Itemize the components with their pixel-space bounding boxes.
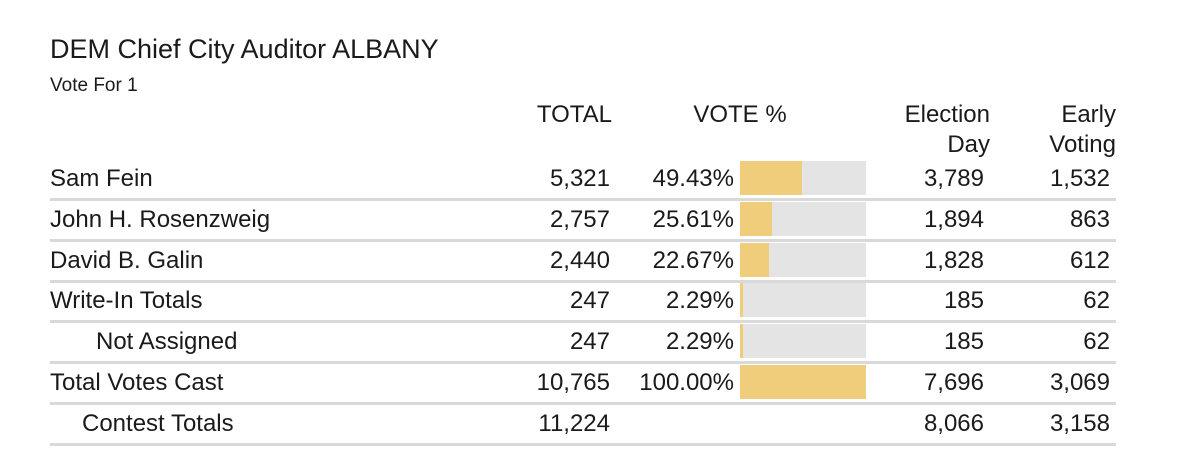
election-day-votes: 185 — [943, 328, 984, 355]
header-vote-percent: VOTE % — [693, 101, 787, 128]
total-votes: 11,224 — [538, 410, 610, 437]
table-row: Total Votes Cast 10,765 100.00% 7,696 3,… — [50, 364, 1116, 405]
contest-subtitle: Vote For 1 — [50, 75, 138, 96]
vote-percent: 2.29% — [665, 287, 734, 314]
vote-percent: 2.29% — [665, 328, 734, 355]
vote-percent-bar — [740, 161, 866, 195]
total-votes: 10,765 — [536, 369, 610, 396]
candidate-name: Sam Fein — [50, 165, 153, 192]
table-row: Not Assigned 247 2.29% 185 62 — [50, 323, 1116, 364]
table-row: Write-In Totals 247 2.29% 185 62 — [50, 282, 1116, 323]
early-voting-votes: 3,158 — [1049, 410, 1110, 437]
header-early-voting-line1: Early — [1061, 101, 1116, 128]
election-day-votes: 7,696 — [923, 369, 984, 396]
vote-percent: 22.67% — [652, 247, 734, 274]
vote-percent-bar-fill — [740, 161, 803, 195]
candidate-name: Total Votes Cast — [50, 369, 224, 396]
total-votes: 2,440 — [549, 247, 610, 274]
candidate-name: Write-In Totals — [50, 287, 203, 314]
table-row: David B. Galin 2,440 22.67% 1,828 612 — [50, 242, 1116, 283]
election-day-votes: 185 — [943, 287, 984, 314]
early-voting-votes: 62 — [1083, 328, 1110, 355]
early-voting-votes: 3,069 — [1049, 369, 1110, 396]
header-total: TOTAL — [536, 101, 612, 128]
candidate-name: Contest Totals — [82, 410, 234, 437]
election-day-votes: 8,066 — [923, 410, 984, 437]
total-votes: 2,757 — [549, 206, 610, 233]
contest-title: DEM Chief City Auditor ALBANY — [50, 34, 439, 64]
vote-percent: 25.61% — [652, 206, 734, 233]
vote-percent-bar-fill — [740, 365, 866, 399]
table-row: Sam Fein 5,321 49.43% 3,789 1,532 — [50, 160, 1116, 201]
vote-percent-bar — [740, 324, 866, 358]
header-early-voting: Early Voting — [1000, 100, 1116, 160]
vote-percent-bar — [740, 202, 866, 236]
vote-percent-bar — [740, 365, 866, 399]
header-election-day-line2: Day — [947, 131, 990, 158]
election-day-votes: 1,828 — [923, 247, 984, 274]
candidate-name: John H. Rosenzweig — [50, 206, 271, 233]
early-voting-votes: 612 — [1069, 247, 1110, 274]
vote-percent-bar-fill — [740, 243, 769, 277]
header-election-day-line1: Election — [904, 101, 990, 128]
vote-percent-bar-fill — [740, 324, 743, 358]
total-votes: 5,321 — [549, 165, 610, 192]
election-day-votes: 3,789 — [923, 165, 984, 192]
vote-percent-bar-fill — [740, 283, 743, 317]
candidate-name: David B. Galin — [50, 247, 204, 274]
table-row: Contest Totals 11,224 8,066 3,158 — [50, 405, 1116, 446]
early-voting-votes: 62 — [1083, 287, 1110, 314]
vote-percent-bar — [740, 283, 866, 317]
total-votes: 247 — [569, 328, 610, 355]
header-early-voting-line2: Voting — [1049, 131, 1116, 158]
vote-percent: 100.00% — [639, 369, 734, 396]
table-row: John H. Rosenzweig 2,757 25.61% 1,894 86… — [50, 201, 1116, 242]
early-voting-votes: 863 — [1069, 206, 1110, 233]
vote-percent: 49.43% — [652, 165, 734, 192]
vote-percent-bar — [740, 243, 866, 277]
candidate-name: Not Assigned — [96, 328, 238, 355]
vote-percent-bar-fill — [740, 202, 773, 236]
header-election-day: Election Day — [870, 100, 990, 160]
total-votes: 247 — [569, 287, 610, 314]
election-day-votes: 1,894 — [923, 206, 984, 233]
early-voting-votes: 1,532 — [1049, 165, 1110, 192]
